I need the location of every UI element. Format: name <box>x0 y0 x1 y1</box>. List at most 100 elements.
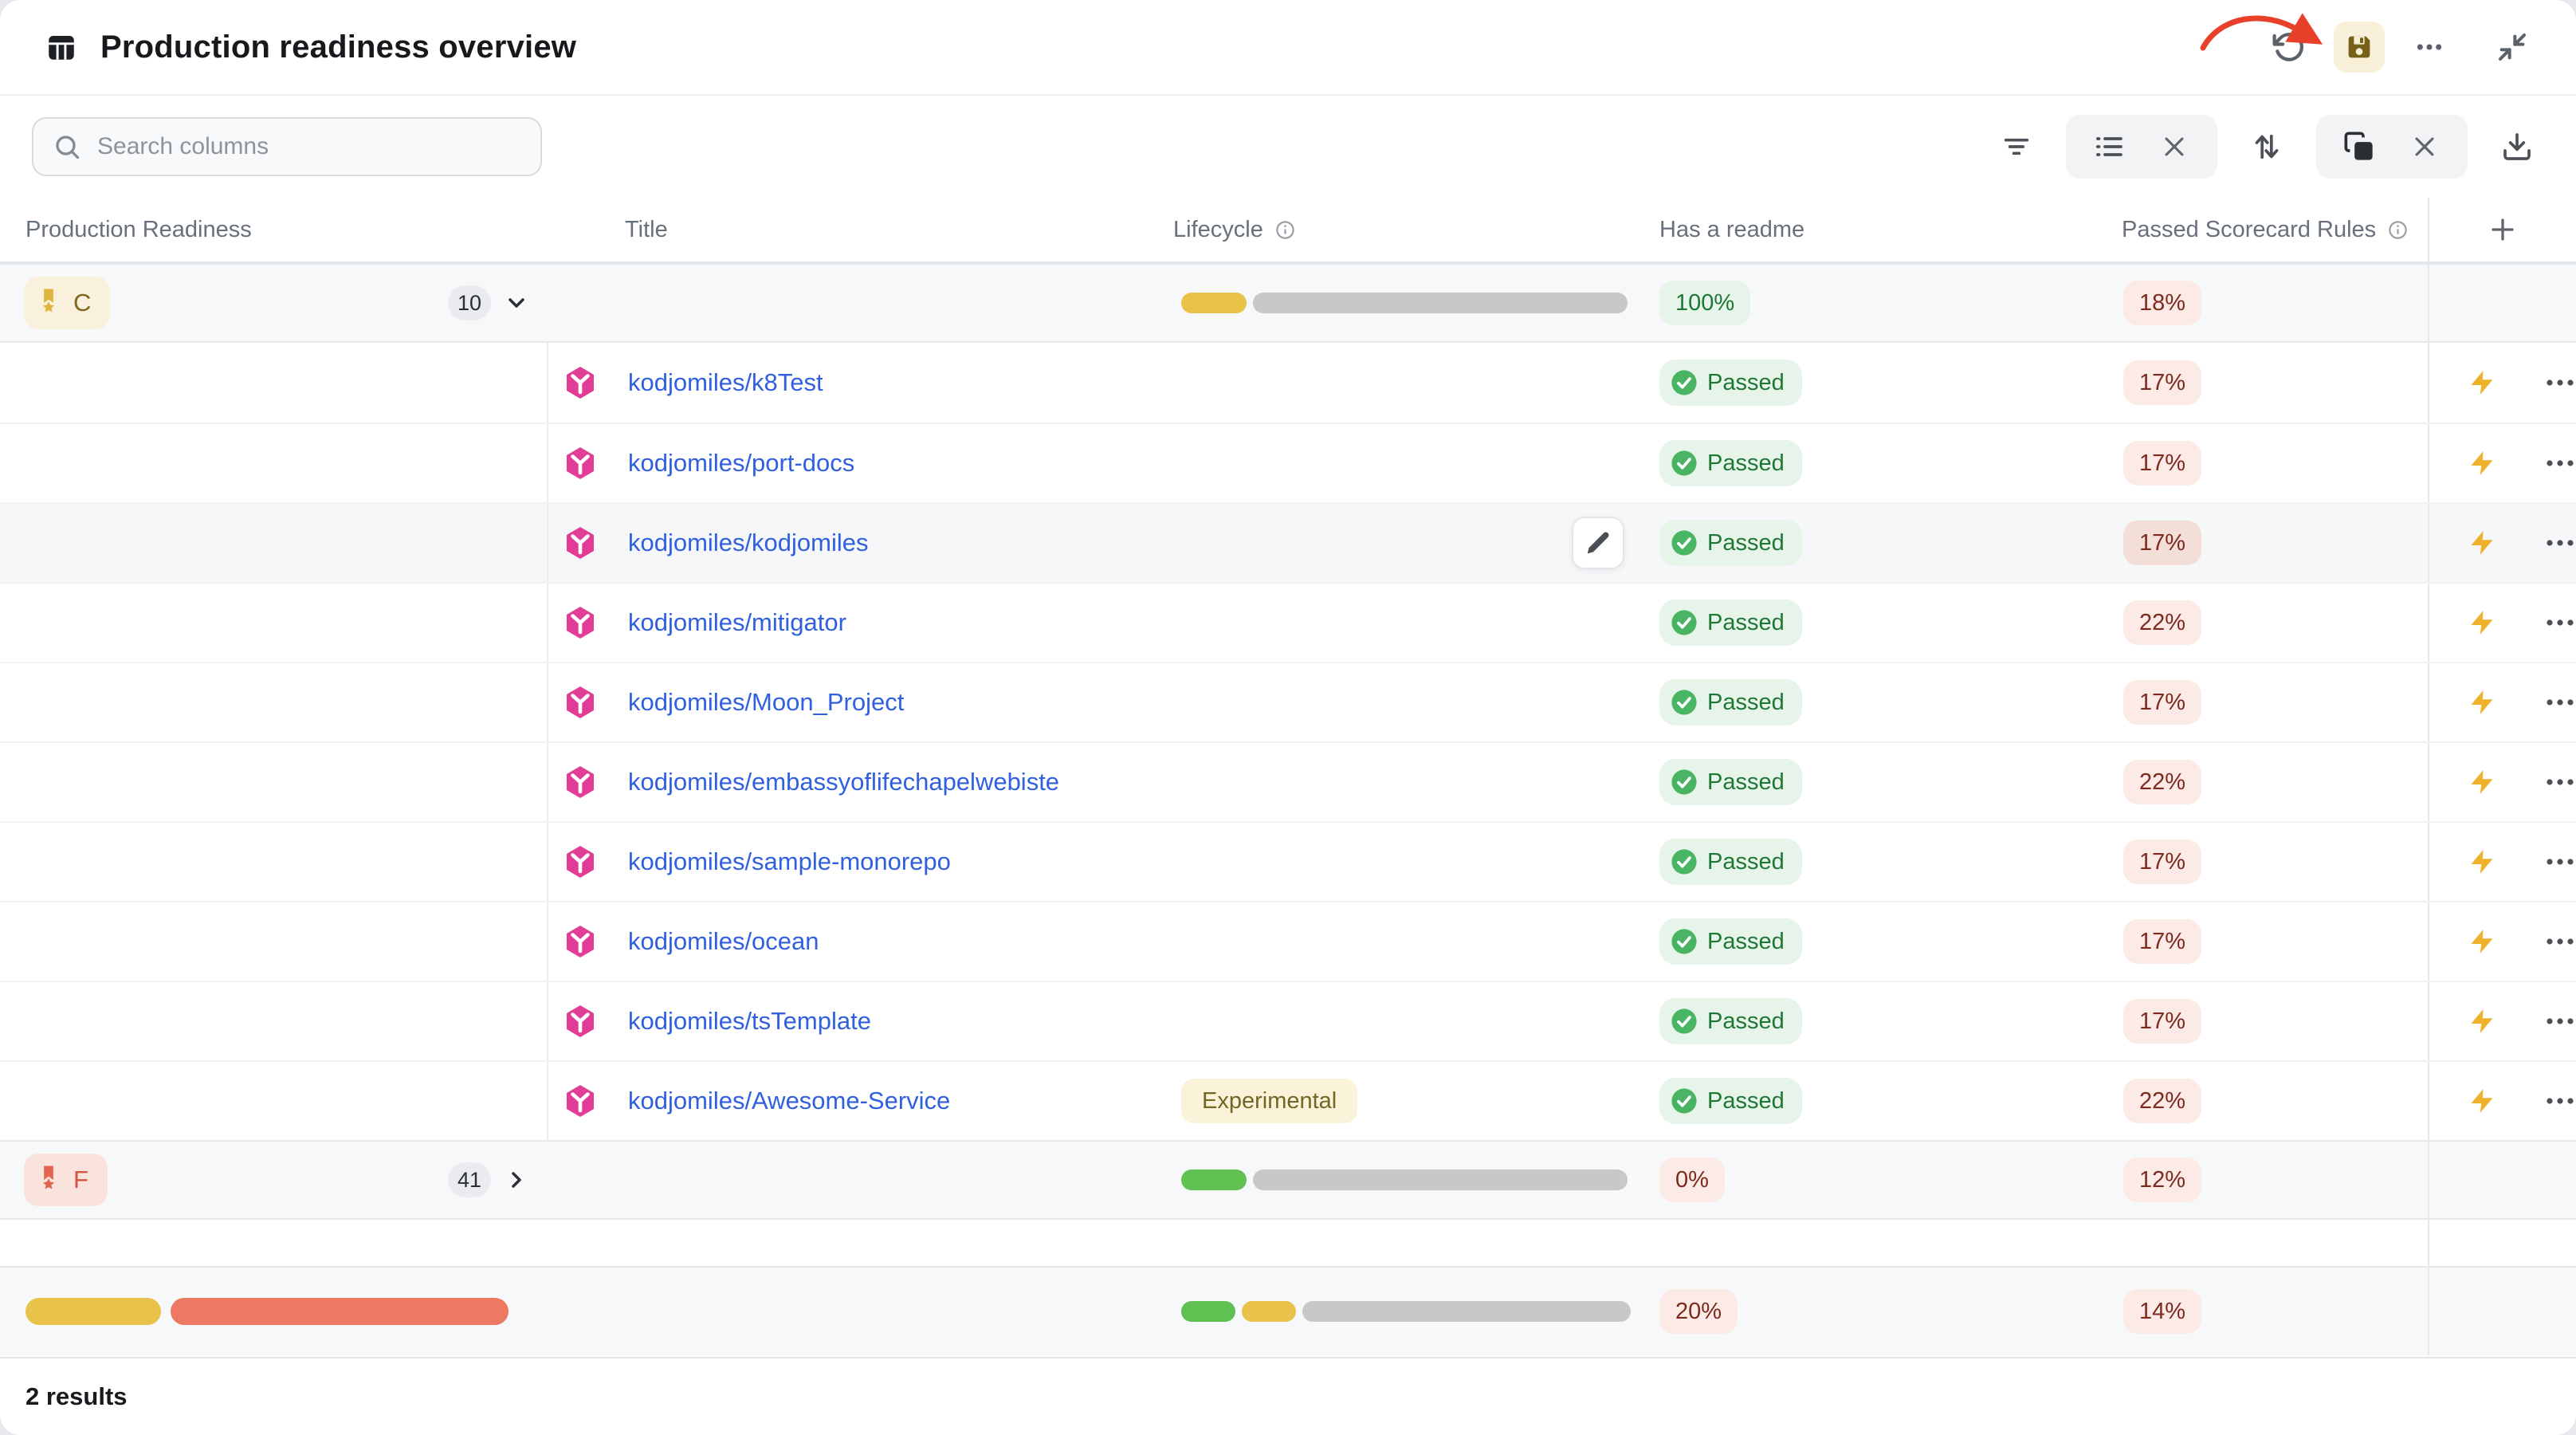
column-header-lifecycle[interactable]: Lifecycle <box>1148 217 1626 243</box>
cell-score: 17% <box>2088 902 2428 981</box>
column-label: Has a readme <box>1659 216 1805 242</box>
passed-label: Passed <box>1707 769 1785 795</box>
passed-label: Passed <box>1707 928 1785 954</box>
check-circle-icon <box>1671 929 1697 954</box>
scorecard-percentage-badge: 17% <box>2123 360 2202 405</box>
group-row[interactable]: F 41 0% 12% <box>0 1140 2576 1220</box>
entity-link[interactable]: kodjomiles/embassyoflifechapelwebiste <box>628 768 1060 796</box>
entity-link[interactable]: kodjomiles/Moon_Project <box>628 688 905 716</box>
entity-link[interactable]: kodjomiles/tsTemplate <box>628 1007 871 1035</box>
plus-icon[interactable] <box>2488 215 2517 244</box>
cell-readiness <box>0 1062 547 1140</box>
save-button[interactable] <box>2334 22 2385 73</box>
chevron-down-icon[interactable] <box>504 290 529 316</box>
lightning-icon[interactable] <box>2468 1087 2496 1115</box>
group-row[interactable]: C 10 100% 18% <box>0 263 2576 343</box>
lightning-icon[interactable] <box>2468 368 2496 397</box>
table-row: kodjomiles/kodjomiles Passed 17% <box>0 502 2576 582</box>
yellow-bar-segment <box>1181 293 1247 313</box>
lifecycle-distribution-bar <box>1181 1170 1628 1190</box>
service-entity-icon <box>567 1085 594 1117</box>
edit-cell-button[interactable] <box>1572 517 1624 569</box>
cell-lifecycle <box>1148 982 1626 1060</box>
undo-button[interactable] <box>2264 22 2315 73</box>
row-menu-button[interactable] <box>2544 377 2576 388</box>
search-icon <box>56 136 80 159</box>
passed-label: Passed <box>1707 609 1785 635</box>
info-icon[interactable] <box>1274 219 1296 241</box>
clear-copy-view-button[interactable] <box>2404 126 2445 167</box>
column-header-has-a-readme[interactable]: Has a readme <box>1626 217 2088 243</box>
cell-readiness <box>0 424 547 502</box>
row-menu-button[interactable] <box>2544 617 2576 628</box>
table-header-row: Production Readiness Title Lifecycle Has… <box>0 198 2576 263</box>
group-by-button[interactable] <box>2088 126 2130 167</box>
readme-percentage-badge: 20% <box>1659 1289 1738 1334</box>
row-menu-button[interactable] <box>2544 537 2576 548</box>
collapse-button[interactable] <box>2487 22 2538 73</box>
entity-link[interactable]: kodjomiles/port-docs <box>628 449 855 477</box>
row-menu-button[interactable] <box>2544 1016 2576 1027</box>
summary-row: 20% 14% <box>0 1266 2576 1355</box>
table-row: kodjomiles/embassyoflifechapelwebiste Pa… <box>0 741 2576 821</box>
download-button[interactable] <box>2496 126 2538 167</box>
entity-link[interactable]: kodjomiles/k8Test <box>628 368 823 396</box>
passed-label: Passed <box>1707 689 1785 715</box>
page-title: Production readiness overview <box>100 29 577 65</box>
entity-link[interactable]: kodjomiles/ocean <box>628 927 819 955</box>
more-options-button[interactable] <box>2404 22 2455 73</box>
column-header-production-readiness[interactable]: Production Readiness <box>0 217 547 243</box>
check-circle-icon <box>1671 530 1697 556</box>
clear-group-by-button[interactable] <box>2154 126 2195 167</box>
sort-button[interactable] <box>2246 126 2287 167</box>
toolbar-tools <box>1996 115 2538 179</box>
cell-readiness <box>0 584 547 662</box>
scorecard-percentage-badge: 14% <box>2123 1289 2202 1334</box>
row-menu-button[interactable] <box>2544 856 2576 867</box>
scorecard-percentage-badge: 17% <box>2123 919 2202 964</box>
info-icon[interactable] <box>2387 219 2409 241</box>
lightning-icon[interactable] <box>2468 768 2496 796</box>
filter-button[interactable] <box>1996 126 2037 167</box>
readiness-grade: C <box>73 289 92 316</box>
entity-link[interactable]: kodjomiles/Awesome-Service <box>628 1087 951 1115</box>
lightning-icon[interactable] <box>2468 1007 2496 1036</box>
entity-link[interactable]: kodjomiles/sample-monorepo <box>628 847 951 875</box>
row-menu-button[interactable] <box>2544 697 2576 708</box>
widget-header: Production readiness overview <box>0 0 2576 96</box>
cell-title: kodjomiles/k8Test <box>547 343 1148 423</box>
summary-cell-lifecycle <box>1148 1268 1631 1355</box>
entity-link[interactable]: kodjomiles/kodjomiles <box>628 529 869 556</box>
cell-readiness <box>0 902 547 981</box>
cell-readme: Passed <box>1626 424 2088 502</box>
passed-badge: Passed <box>1659 360 1802 406</box>
cell-readme: Passed <box>1626 743 2088 821</box>
chevron-right-icon[interactable] <box>504 1167 529 1193</box>
summary-cell-readiness <box>0 1268 547 1355</box>
cell-lifecycle <box>1148 343 1626 423</box>
gray-bar-segment <box>1253 1170 1628 1190</box>
search-input[interactable] <box>97 133 532 160</box>
cell-title: kodjomiles/ocean <box>547 902 1148 981</box>
filter-icon <box>2004 138 2029 155</box>
column-header-title[interactable]: Title <box>547 217 1148 243</box>
row-menu-button[interactable] <box>2544 1095 2576 1107</box>
lightning-icon[interactable] <box>2468 449 2496 478</box>
lightning-icon[interactable] <box>2468 688 2496 717</box>
passed-badge: Passed <box>1659 679 1802 725</box>
lightning-icon[interactable] <box>2468 847 2496 876</box>
lightning-icon[interactable] <box>2468 608 2496 637</box>
row-menu-button[interactable] <box>2544 936 2576 947</box>
entity-link[interactable]: kodjomiles/mitigator <box>628 608 846 636</box>
copy-view-button[interactable] <box>2338 126 2380 167</box>
lightning-icon[interactable] <box>2468 927 2496 956</box>
row-menu-button[interactable] <box>2544 776 2576 788</box>
cell-actions <box>2428 902 2576 981</box>
column-header-passed-scorecard-rules[interactable]: Passed Scorecard Rules <box>2088 217 2428 243</box>
download-icon <box>2503 133 2531 160</box>
scorecard-percentage-badge: 17% <box>2123 680 2202 725</box>
lightning-icon[interactable] <box>2468 529 2496 557</box>
scorecard-percentage-badge: 17% <box>2123 521 2202 565</box>
row-menu-button[interactable] <box>2544 458 2576 469</box>
medal-icon <box>42 1166 55 1189</box>
